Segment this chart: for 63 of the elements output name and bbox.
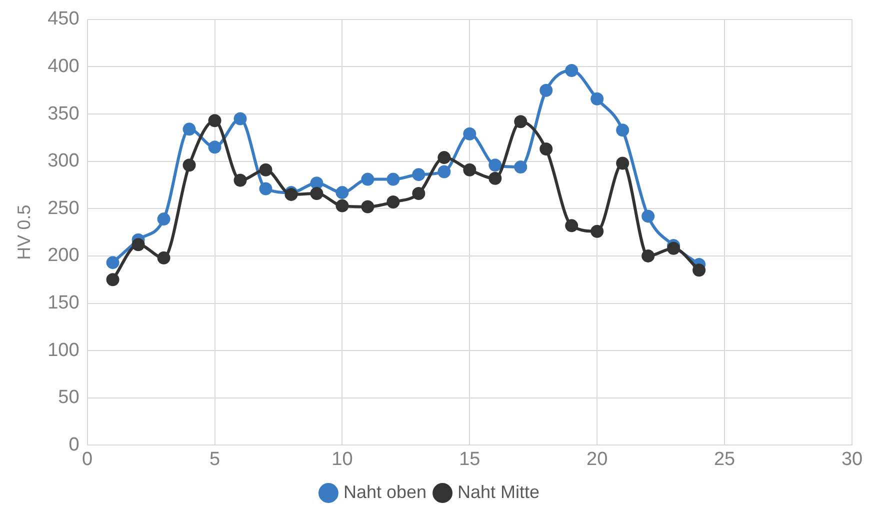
point — [616, 156, 630, 170]
point — [234, 112, 247, 126]
point — [182, 158, 196, 172]
y-tick-label: 250 — [48, 198, 80, 219]
point — [667, 242, 680, 255]
point — [540, 84, 553, 97]
point — [463, 163, 476, 176]
point — [590, 224, 604, 238]
point — [336, 199, 349, 212]
point — [336, 186, 349, 200]
point — [412, 187, 426, 200]
point — [182, 122, 196, 136]
y-tick-label: 400 — [48, 56, 80, 77]
point — [361, 172, 374, 186]
point — [386, 196, 400, 209]
point — [616, 124, 630, 137]
point — [106, 256, 120, 270]
x-tick-label: 20 — [586, 448, 608, 470]
point — [438, 151, 451, 164]
point — [106, 273, 120, 286]
y-tick-label: 450 — [48, 8, 80, 30]
point — [565, 219, 578, 232]
point — [514, 160, 528, 174]
x-tick-label: 0 — [82, 448, 93, 470]
point — [259, 182, 272, 196]
point — [310, 187, 324, 200]
legend-label: Naht oben — [343, 482, 427, 502]
x-tick-label: 25 — [714, 448, 736, 470]
y-tick-label: 50 — [58, 387, 80, 408]
point — [565, 64, 578, 77]
point — [488, 172, 502, 185]
x-tick-label: 10 — [332, 448, 353, 470]
x-tick-label: 30 — [841, 448, 863, 470]
point — [642, 210, 655, 223]
x-tick-label: 5 — [209, 448, 220, 470]
point — [642, 249, 655, 262]
point — [590, 92, 604, 106]
point — [234, 174, 247, 187]
y-tick-label: 350 — [48, 103, 80, 124]
point — [310, 176, 324, 190]
point — [361, 200, 374, 214]
point — [386, 172, 400, 186]
point — [438, 165, 451, 178]
point — [259, 163, 272, 176]
point — [463, 127, 476, 140]
point — [540, 142, 553, 156]
y-tick-label: 200 — [48, 245, 80, 266]
x-tick-label: 15 — [459, 448, 480, 470]
y-axis-title: HV 0.5 — [14, 204, 34, 260]
y-tick-label: 300 — [48, 150, 80, 172]
point — [692, 264, 706, 277]
legend-label: Naht Mitte — [458, 482, 540, 502]
point — [412, 168, 426, 182]
point — [157, 251, 170, 264]
point — [208, 114, 222, 128]
y-tick-label: 0 — [68, 434, 80, 456]
point — [488, 158, 502, 172]
point — [514, 115, 528, 128]
point — [157, 212, 170, 226]
y-tick-label: 150 — [48, 292, 80, 314]
y-tick-label: 100 — [48, 340, 80, 361]
point — [208, 140, 222, 154]
point — [132, 238, 145, 252]
